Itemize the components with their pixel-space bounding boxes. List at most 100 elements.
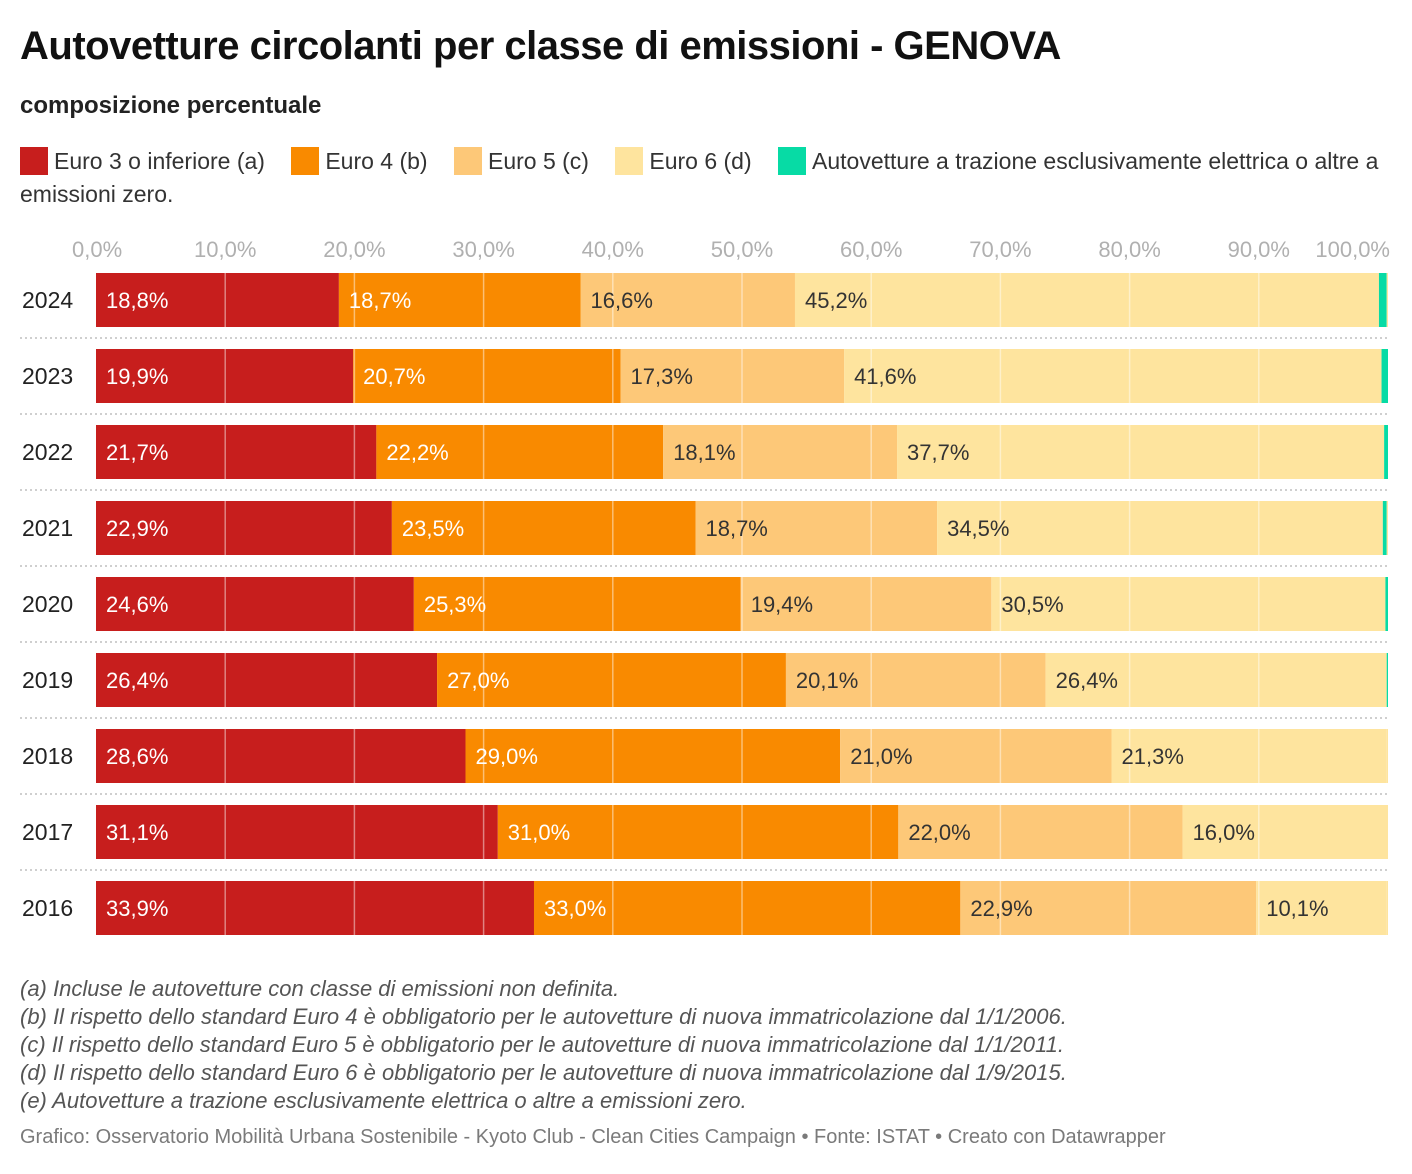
bar-segment [1182, 805, 1388, 859]
bar-segment [497, 805, 899, 859]
year-label: 2021 [22, 515, 73, 541]
chart-title: Autovetture circolanti per classe di emi… [20, 24, 1061, 68]
value-label: 27,0% [447, 668, 509, 693]
value-label: 24,6% [106, 592, 168, 617]
bar-segment [580, 273, 795, 327]
bar-segment [695, 501, 938, 555]
bar-segment [663, 425, 898, 479]
year-label: 2022 [22, 439, 73, 465]
bar-segment [465, 729, 841, 783]
bar-segment [785, 653, 1046, 707]
legend-item-euro4: Euro 4 (b) [291, 147, 428, 175]
bar-segment [840, 729, 1112, 783]
value-label: 22,0% [908, 820, 970, 845]
bar-segment [353, 349, 621, 403]
legend-swatch-zero-emission [778, 147, 807, 175]
footnote-c: (c) Il rispetto dello standard Euro 5 è … [20, 1032, 1064, 1057]
value-label: 18,1% [673, 440, 735, 465]
value-label: 16,6% [591, 288, 653, 313]
x-tick-label: 50,0% [711, 237, 773, 262]
bar-segment [1045, 653, 1387, 707]
stacked-bar-chart: 0,0% 10,0% 20,0% 30,0% 40,0% 50,0% 60,0% 70,0% 8… [20, 237, 1390, 935]
bar-segment [437, 653, 786, 707]
bar-segment [96, 653, 438, 707]
legend-item-euro3: Euro 3 o inferiore (a) [20, 147, 265, 175]
x-tick-label: 30,0% [452, 237, 514, 262]
value-label: 17,3% [631, 364, 693, 389]
bar-segment [1111, 729, 1387, 783]
legend-item-zero-emission: Autovetture a trazione esclusivamente el… [20, 147, 1379, 207]
bar-segment [1386, 653, 1388, 707]
value-label: 18,7% [705, 516, 767, 541]
bar-segment [96, 425, 377, 479]
year-label: 2016 [22, 895, 73, 921]
value-label: 37,7% [907, 440, 969, 465]
legend-item-euro5: Euro 5 (c) [453, 147, 589, 175]
bar-segment [96, 729, 466, 783]
bar-segment [844, 349, 1382, 403]
value-label: 10,1% [1266, 896, 1328, 921]
x-tick-label: 40,0% [582, 237, 644, 262]
legend-item-euro6: Euro 6 (d) [615, 147, 752, 175]
value-label: 23,5% [402, 516, 464, 541]
value-label: 29,0% [476, 744, 538, 769]
footnote-e: (e) Autovetture a trazione esclusivament… [20, 1088, 747, 1113]
x-tick-label: 20,0% [323, 237, 385, 262]
year-label: 2023 [22, 363, 73, 389]
bar-segment-remainder [1386, 501, 1388, 555]
legend-swatch-euro3 [20, 147, 48, 175]
value-label: 31,1% [106, 820, 168, 845]
bar-segment [1382, 501, 1387, 555]
legend: Euro 3 o inferiore (a) Euro 4 (b) Euro 5… [20, 145, 1400, 211]
bar-segment-remainder [1386, 881, 1388, 935]
footnote-d: (d) Il rispetto dello standard Euro 6 è … [20, 1060, 1067, 1085]
x-tick-label: 0,0% [72, 237, 122, 262]
value-label: 22,2% [386, 440, 448, 465]
value-label: 33,0% [544, 896, 606, 921]
bar-segment [1385, 577, 1388, 631]
value-label: 33,9% [106, 896, 168, 921]
bar-segment [1384, 425, 1388, 479]
bar-segment [391, 501, 696, 555]
bar-segment [991, 577, 1386, 631]
bar-segment [897, 425, 1385, 479]
x-tick-label: 90,0% [1228, 237, 1290, 262]
bar-segment [620, 349, 845, 403]
value-label: 20,7% [363, 364, 425, 389]
bar-segment [96, 805, 498, 859]
value-label: 22,9% [106, 516, 168, 541]
chart-subtitle: composizione percentuale [20, 92, 322, 119]
value-label: 30,5% [1001, 592, 1063, 617]
year-label: 2020 [22, 591, 73, 617]
value-label: 18,7% [349, 288, 411, 313]
bar-segment [96, 577, 414, 631]
bar-segment [937, 501, 1383, 555]
bar-segment [96, 881, 534, 935]
value-label: 18,8% [106, 288, 168, 313]
bar-segment [338, 273, 581, 327]
bar-segment [376, 425, 664, 479]
bar-segment [96, 349, 354, 403]
x-tick-label: 70,0% [969, 237, 1031, 262]
value-label: 19,9% [106, 364, 168, 389]
bar-segment [740, 577, 992, 631]
value-label: 34,5% [947, 516, 1009, 541]
bar-segment [96, 501, 392, 555]
legend-label-euro5: Euro 5 (c) [487, 148, 589, 174]
value-label: 45,2% [805, 288, 867, 313]
value-label: 25,3% [424, 592, 486, 617]
legend-label-zero-emission: Autovetture a trazione esclusivamente el… [20, 148, 1379, 207]
x-tick-label: 80,0% [1098, 237, 1160, 262]
value-label: 26,4% [1056, 668, 1118, 693]
value-label: 41,6% [854, 364, 916, 389]
bar-segment [533, 881, 961, 935]
bar-segment [960, 881, 1257, 935]
value-label: 19,4% [751, 592, 813, 617]
year-label: 2018 [22, 743, 73, 769]
legend-swatch-euro4 [291, 147, 320, 175]
footnote-b: (b) Il rispetto dello standard Euro 4 è … [20, 1004, 1067, 1029]
legend-label-euro4: Euro 4 (b) [325, 148, 428, 174]
value-label: 20,1% [796, 668, 858, 693]
value-label: 16,0% [1193, 820, 1255, 845]
bar-segment [96, 273, 339, 327]
